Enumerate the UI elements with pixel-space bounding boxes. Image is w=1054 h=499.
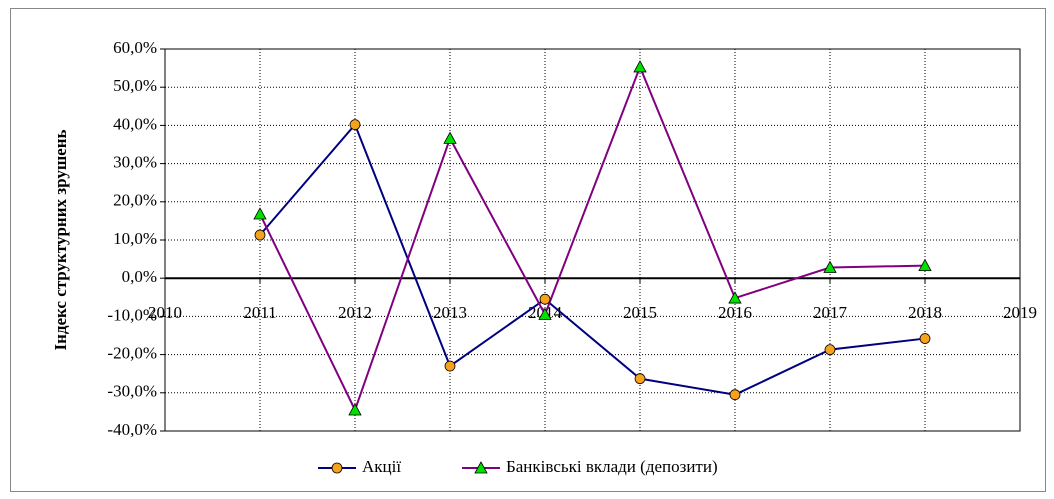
y-tick-label: 10,0%	[113, 229, 157, 248]
y-tick-label: 50,0%	[113, 76, 157, 95]
y-tick-label: 30,0%	[113, 153, 157, 172]
legend-marker	[331, 462, 343, 474]
data-point	[254, 229, 266, 241]
data-point	[728, 291, 742, 304]
x-tick-label: 2017	[813, 303, 848, 322]
data-point	[919, 333, 931, 344]
data-point	[348, 403, 362, 416]
data-point	[539, 293, 551, 305]
series-line	[259, 64, 926, 413]
y-tick-label: 40,0%	[113, 114, 157, 133]
data-point	[633, 60, 647, 73]
legend-label: Акції	[362, 457, 401, 476]
y-tick-label: -20,0%	[107, 344, 157, 363]
y-tick-label: -40,0%	[107, 420, 157, 439]
data-point	[634, 373, 646, 385]
y-tick-label: 60,0%	[113, 38, 157, 57]
x-tick-label: 2013	[433, 303, 467, 322]
data-point	[443, 131, 457, 144]
x-tick-label: 2011	[243, 303, 276, 322]
x-tick-label: 2018	[908, 303, 942, 322]
y-axis-title: Індекс структурних зрушень	[51, 129, 70, 350]
data-point	[729, 389, 741, 401]
data-point	[253, 207, 267, 220]
data-point	[823, 260, 837, 273]
x-tick-label: 2015	[623, 303, 657, 322]
data-point	[538, 307, 552, 320]
data-point	[918, 258, 932, 271]
series-line	[259, 122, 926, 396]
x-tick-label: 2012	[338, 303, 372, 322]
y-tick-label: -10,0%	[107, 305, 157, 324]
data-point	[349, 119, 361, 131]
plot-border	[164, 48, 1021, 432]
plot-area	[165, 49, 1020, 431]
data-point	[824, 344, 836, 356]
y-tick-label: 0,0%	[122, 267, 157, 286]
data-point	[444, 360, 456, 372]
x-tick-label: 2016	[718, 303, 752, 322]
legend-label: Банківські вклади (депозити)	[506, 457, 718, 476]
y-tick-label: -30,0%	[107, 382, 157, 401]
legend-marker	[474, 461, 488, 474]
y-tick-label: 20,0%	[113, 191, 157, 210]
